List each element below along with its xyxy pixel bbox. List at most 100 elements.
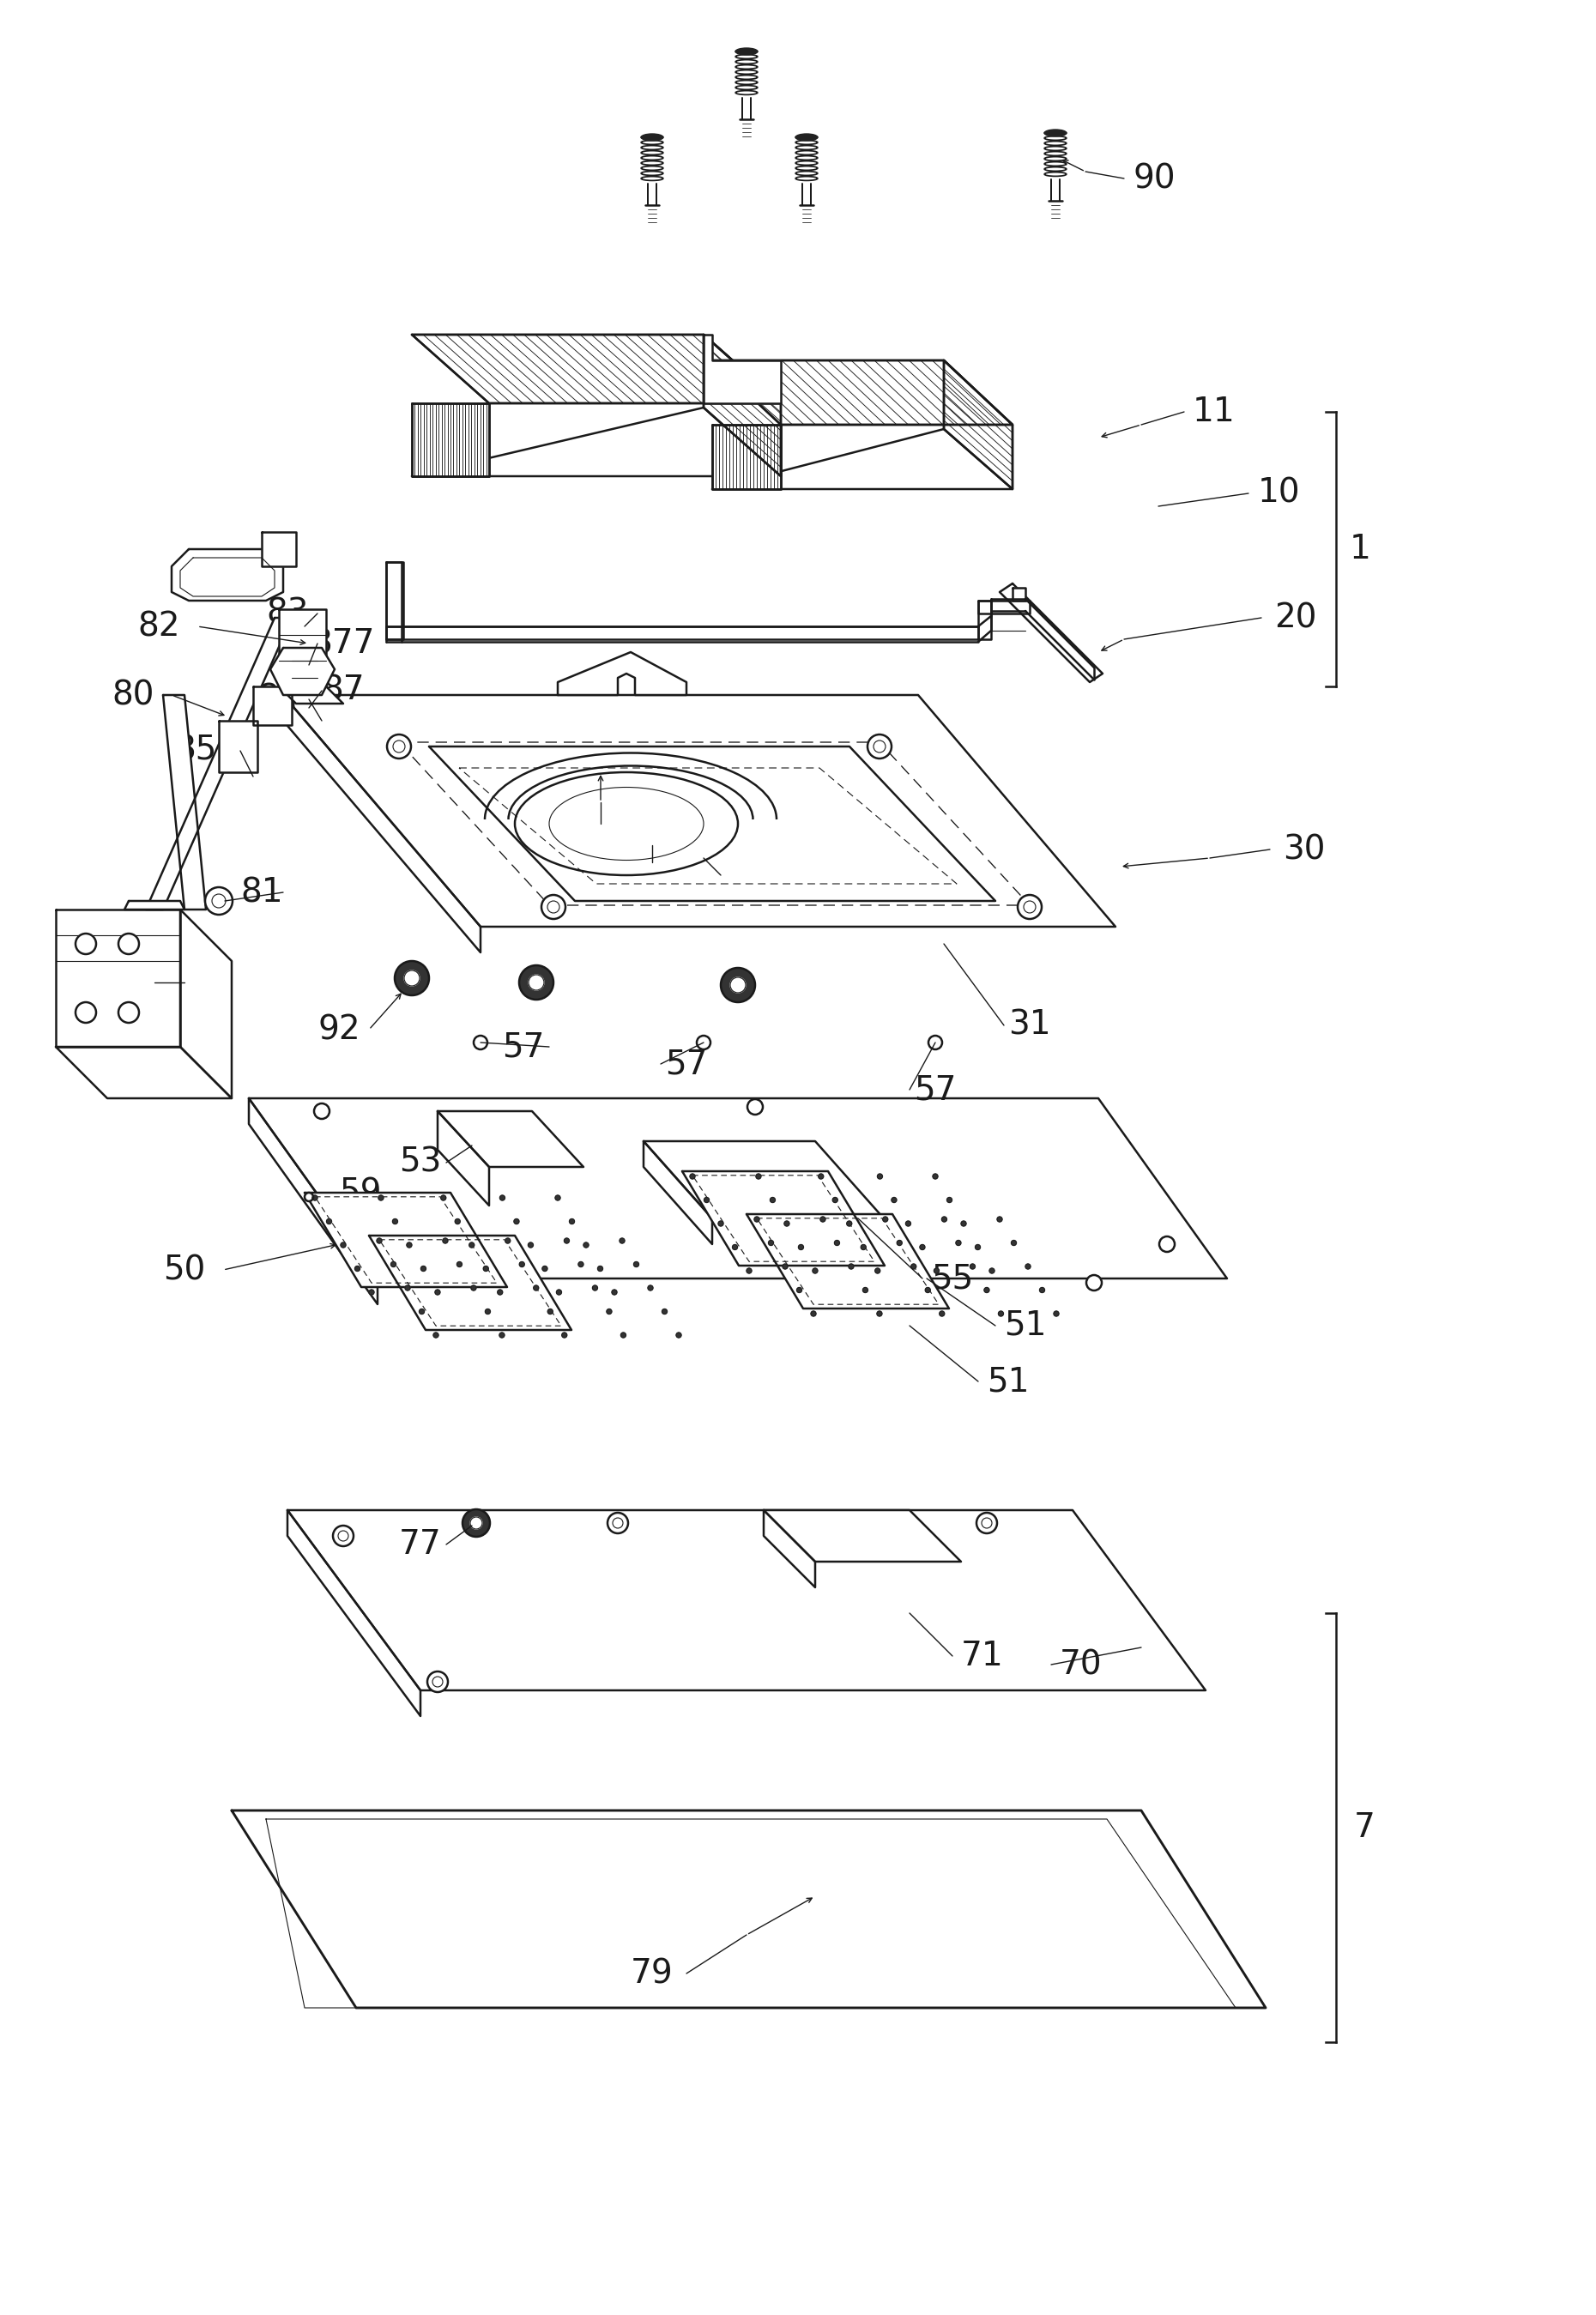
Ellipse shape	[1044, 146, 1066, 150]
Polygon shape	[279, 688, 343, 704]
Circle shape	[769, 1197, 776, 1201]
Circle shape	[985, 1287, 990, 1292]
Circle shape	[611, 1289, 618, 1294]
Polygon shape	[429, 745, 996, 901]
Circle shape	[999, 1310, 1004, 1317]
Polygon shape	[412, 403, 488, 477]
Polygon shape	[282, 694, 1116, 926]
Text: 50: 50	[163, 1255, 206, 1287]
Circle shape	[506, 1239, 511, 1243]
Polygon shape	[254, 688, 292, 725]
Ellipse shape	[516, 773, 737, 875]
Circle shape	[977, 1512, 998, 1533]
Circle shape	[946, 1197, 953, 1201]
Circle shape	[597, 1266, 603, 1271]
Circle shape	[394, 961, 429, 995]
Circle shape	[875, 1269, 879, 1273]
Ellipse shape	[642, 167, 662, 171]
Circle shape	[747, 1100, 763, 1114]
Circle shape	[498, 1289, 503, 1294]
Circle shape	[940, 1310, 945, 1317]
Circle shape	[555, 1195, 560, 1201]
Text: 90: 90	[1133, 162, 1175, 194]
Circle shape	[697, 1035, 710, 1049]
Polygon shape	[412, 407, 780, 477]
Text: 81: 81	[241, 875, 282, 910]
Text: 30: 30	[1283, 833, 1326, 866]
Circle shape	[570, 1220, 575, 1225]
Circle shape	[434, 1333, 439, 1338]
Polygon shape	[712, 424, 780, 488]
Ellipse shape	[1044, 130, 1066, 137]
Circle shape	[689, 1174, 694, 1178]
Polygon shape	[180, 910, 231, 1097]
Circle shape	[849, 1264, 854, 1269]
Polygon shape	[704, 336, 780, 477]
Circle shape	[606, 1308, 611, 1315]
Ellipse shape	[1044, 137, 1066, 141]
Polygon shape	[712, 428, 1012, 488]
Circle shape	[519, 1262, 525, 1266]
Circle shape	[1018, 896, 1042, 919]
Circle shape	[677, 1333, 681, 1338]
Text: 71: 71	[961, 1639, 1004, 1671]
Circle shape	[455, 1220, 460, 1225]
Text: 1: 1	[1349, 532, 1371, 565]
Circle shape	[621, 1333, 626, 1338]
Polygon shape	[999, 583, 1103, 683]
Text: 82: 82	[137, 611, 180, 644]
Circle shape	[757, 1174, 761, 1178]
Circle shape	[919, 1245, 926, 1250]
Text: 31: 31	[1009, 1009, 1052, 1042]
Circle shape	[755, 1218, 760, 1222]
Text: 51: 51	[986, 1366, 1029, 1398]
Circle shape	[975, 1245, 980, 1250]
Ellipse shape	[1044, 150, 1066, 155]
Circle shape	[305, 1192, 313, 1201]
Circle shape	[433, 1676, 442, 1688]
Text: 92: 92	[318, 1014, 361, 1046]
Circle shape	[860, 1245, 867, 1250]
Ellipse shape	[736, 49, 758, 56]
Circle shape	[547, 1308, 552, 1315]
Circle shape	[75, 1002, 96, 1023]
Ellipse shape	[1044, 171, 1066, 176]
Ellipse shape	[795, 134, 817, 139]
Circle shape	[563, 1239, 570, 1243]
Polygon shape	[643, 1141, 884, 1218]
Polygon shape	[747, 1213, 950, 1308]
Circle shape	[718, 1220, 723, 1227]
Circle shape	[514, 1220, 519, 1225]
Circle shape	[819, 1174, 824, 1178]
Circle shape	[1025, 1264, 1031, 1269]
Circle shape	[820, 1218, 825, 1222]
Circle shape	[733, 1245, 737, 1250]
Text: 10: 10	[1258, 477, 1299, 509]
Circle shape	[393, 1220, 397, 1225]
Ellipse shape	[642, 141, 662, 144]
Ellipse shape	[736, 49, 758, 53]
Circle shape	[533, 1285, 538, 1289]
Ellipse shape	[642, 162, 662, 164]
Circle shape	[528, 1243, 533, 1248]
Polygon shape	[369, 1236, 571, 1329]
Circle shape	[1023, 901, 1036, 912]
Circle shape	[1053, 1310, 1058, 1317]
Text: 33: 33	[610, 845, 651, 880]
Circle shape	[811, 1310, 816, 1317]
Polygon shape	[279, 609, 326, 688]
Circle shape	[592, 1285, 597, 1289]
Ellipse shape	[795, 141, 817, 144]
Circle shape	[648, 1285, 653, 1289]
Text: 51: 51	[1004, 1310, 1047, 1343]
Ellipse shape	[736, 90, 758, 95]
Circle shape	[863, 1287, 868, 1292]
Text: 79: 79	[630, 1956, 674, 1991]
Ellipse shape	[1044, 132, 1066, 134]
Circle shape	[469, 1243, 474, 1248]
Circle shape	[354, 1266, 361, 1271]
Circle shape	[391, 1262, 396, 1266]
Circle shape	[1012, 1241, 1017, 1245]
Ellipse shape	[736, 56, 758, 58]
Ellipse shape	[795, 162, 817, 164]
